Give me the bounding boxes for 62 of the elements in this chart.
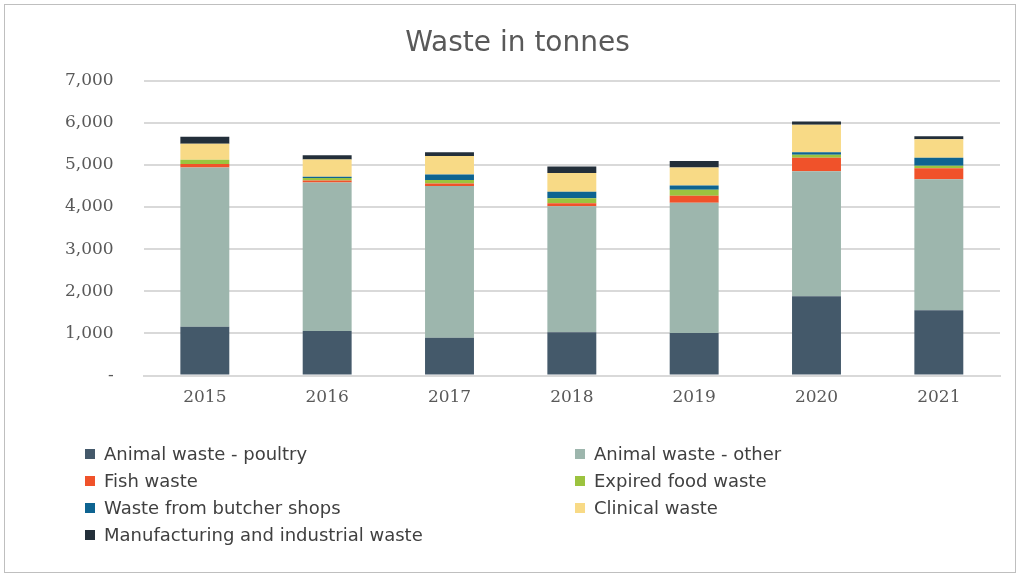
bar [547,166,597,173]
bar [914,136,964,140]
y-tick-label: 1,000 [65,321,114,342]
x-tick-label: 2017 [427,386,472,407]
bar [180,136,230,144]
y-tick-label: 2,000 [65,279,114,300]
bar [425,156,474,175]
legend-label: Clinical waste [594,497,718,518]
x-tick-label: 2019 [672,386,716,407]
bar [669,333,719,375]
x-tick-label: 2021 [917,386,961,407]
bar [302,159,352,177]
x-tick-label: 2015 [183,386,227,407]
bar [180,167,230,327]
bar [425,337,474,375]
y-tick-label: - [107,364,114,385]
bar [425,185,474,338]
bar [547,191,597,199]
bar [547,203,597,207]
bar [302,182,352,331]
bar [425,152,474,157]
legend-label: Expired food waste [594,470,767,491]
bar [792,121,841,125]
bar [914,157,964,166]
bar [669,195,719,203]
bar [914,139,964,158]
bar [302,330,352,375]
y-tick-label: 6,000 [65,111,114,132]
bar [302,155,352,160]
bar [180,159,230,165]
y-tick-label: 7,000 [65,69,114,90]
y-tick-label: 5,000 [65,153,114,174]
y-tick-label: 4,000 [65,195,114,216]
bar [669,202,719,334]
bar [914,179,964,311]
x-tick-label: 2016 [305,386,349,407]
legend-label: Animal waste - poultry [104,443,308,464]
legend-label: Fish waste [104,470,198,491]
bar [180,326,230,375]
bar [547,206,597,333]
legend-label: Waste from butcher shops [104,497,341,518]
bar [180,143,230,160]
bar [547,172,597,192]
bar [547,332,597,375]
bar [914,310,964,375]
legend-label: Manufacturing and industrial waste [104,524,423,545]
bar [669,167,719,186]
bar [792,124,841,153]
legend-label: Animal waste - other [594,443,782,464]
chart-title: Waste in tonnes [405,25,630,59]
x-tick-label: 2020 [794,386,839,407]
bar [425,174,474,181]
bar [792,296,841,375]
y-tick-label: 3,000 [65,237,114,258]
bar [669,161,719,168]
bar [914,168,964,180]
x-tick-label: 2018 [550,386,594,407]
bar [669,189,719,196]
bar [547,198,597,204]
bar [792,171,841,297]
bar [792,157,841,172]
bar [669,185,719,190]
